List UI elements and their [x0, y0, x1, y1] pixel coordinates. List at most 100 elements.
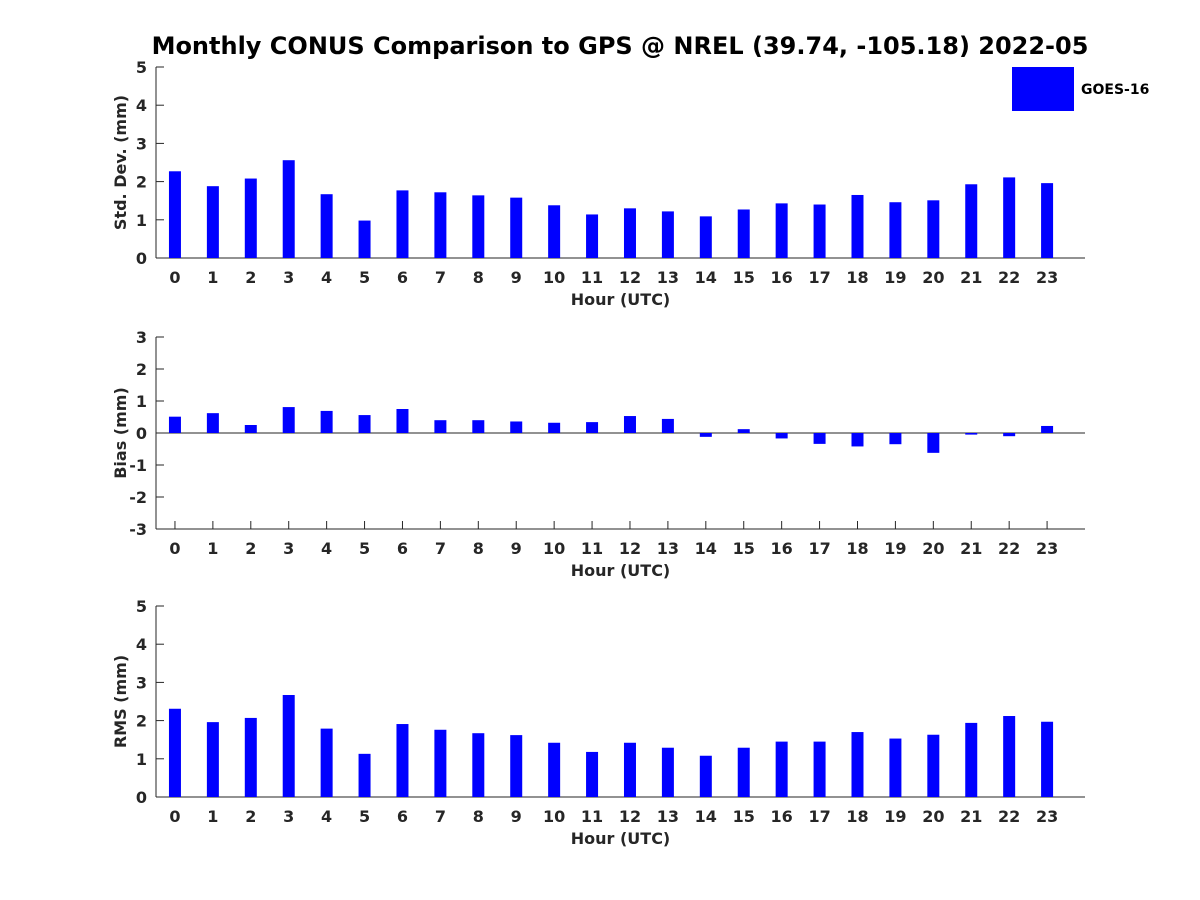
rms-bar	[737, 747, 750, 797]
bias-xtick-label: 4	[321, 539, 332, 558]
bias-bar	[813, 433, 826, 444]
bias-bar	[965, 433, 978, 435]
rms-bar	[206, 722, 219, 797]
stddev-bar	[282, 160, 295, 258]
stddev-ytick-label: 1	[136, 211, 147, 230]
stddev-bar	[358, 220, 371, 258]
bias-bar	[320, 410, 333, 433]
rms-bar	[775, 741, 788, 797]
rms-xtick-label: 9	[511, 807, 522, 826]
bias-xtick-label: 15	[733, 539, 755, 558]
bias-xtick-label: 13	[657, 539, 679, 558]
rms-xtick-label: 17	[808, 807, 830, 826]
stddev-bar	[168, 171, 181, 258]
stddev-xtick-label: 21	[960, 268, 982, 287]
stddev-bar	[965, 184, 978, 258]
rms-bar	[1041, 721, 1054, 797]
stddev-xtick-label: 20	[922, 268, 944, 287]
bias-bar	[548, 422, 561, 433]
bias-ytick-label: 0	[136, 424, 147, 443]
rms-xtick-label: 4	[321, 807, 332, 826]
stddev-xtick-label: 12	[619, 268, 641, 287]
bias-xtick-label: 9	[511, 539, 522, 558]
rms-bar	[510, 735, 523, 797]
bias-ytick-label: 1	[136, 392, 147, 411]
bias-ytick-label: 2	[136, 360, 147, 379]
rms-bar	[586, 751, 599, 797]
rms-xtick-label: 13	[657, 807, 679, 826]
rms-bar	[396, 724, 409, 797]
bias-bar	[851, 433, 864, 447]
rms-ytick-label: 2	[136, 712, 147, 731]
stddev-ytick-label: 3	[136, 134, 147, 153]
bias-bar	[244, 425, 257, 433]
bias-xtick-label: 16	[771, 539, 793, 558]
stddev-bar	[472, 195, 485, 258]
rms-bar	[851, 732, 864, 797]
bias-ytick-label: -2	[129, 488, 147, 507]
rms-bar	[699, 755, 712, 797]
bias-bar	[472, 420, 485, 433]
bias-bar	[206, 413, 219, 433]
rms-bar	[548, 742, 561, 797]
rms-ytick-label: 0	[136, 788, 147, 807]
rms-xtick-label: 7	[435, 807, 446, 826]
rms-bar	[472, 733, 485, 797]
stddev-bar	[510, 197, 523, 258]
stddev-bar	[586, 214, 599, 258]
bias-xtick-label: 1	[207, 539, 218, 558]
bias-y-axis-label: Bias (mm)	[111, 387, 130, 479]
rms-xtick-label: 14	[695, 807, 717, 826]
stddev-xtick-label: 7	[435, 268, 446, 287]
bias-bar	[1003, 433, 1016, 437]
stddev-xtick-label: 19	[884, 268, 906, 287]
bias-x-axis-label: Hour (UTC)	[571, 561, 671, 580]
stddev-bar	[1041, 183, 1054, 258]
bias-xtick-label: 3	[283, 539, 294, 558]
rms-xtick-label: 23	[1036, 807, 1058, 826]
stddev-ytick-label: 5	[136, 58, 147, 77]
rms-bar	[320, 728, 333, 797]
stddev-xtick-label: 3	[283, 268, 294, 287]
bias-bar	[358, 415, 371, 433]
rms-xtick-label: 6	[397, 807, 408, 826]
bias-xtick-label: 5	[359, 539, 370, 558]
rms-xtick-label: 11	[581, 807, 603, 826]
rms-xtick-label: 15	[733, 807, 755, 826]
stddev-bar	[548, 205, 561, 258]
stddev-xtick-label: 13	[657, 268, 679, 287]
rms-bar	[813, 741, 826, 797]
stddev-bar	[396, 190, 409, 258]
bias-bar	[168, 416, 181, 433]
rms-ytick-label: 5	[136, 597, 147, 616]
legend: GOES-16	[1012, 67, 1149, 111]
rms-xtick-label: 5	[359, 807, 370, 826]
bias-bar	[282, 407, 295, 433]
bias-bar	[1041, 425, 1054, 433]
stddev-xtick-label: 9	[511, 268, 522, 287]
rms-bar	[282, 695, 295, 797]
bias-ytick-label: -3	[129, 520, 147, 539]
stddev-bar	[320, 194, 333, 258]
stddev-ytick-label: 0	[136, 249, 147, 268]
rms-y-axis-label: RMS (mm)	[111, 655, 130, 748]
rms-bar	[661, 747, 674, 797]
rms-bar	[244, 717, 257, 797]
stddev-xtick-label: 23	[1036, 268, 1058, 287]
bias-xtick-label: 23	[1036, 539, 1058, 558]
bias-bar	[661, 418, 674, 433]
bias-bar	[434, 420, 447, 433]
rms-bar	[623, 742, 636, 797]
stddev-bar	[206, 186, 219, 258]
bias-bar	[775, 433, 788, 439]
bias-xtick-label: 21	[960, 539, 982, 558]
stddev-xtick-label: 18	[846, 268, 868, 287]
rms-bar	[358, 753, 371, 797]
stddev-bar	[889, 202, 902, 258]
bias-bar	[889, 433, 902, 445]
rms-x-axis-label: Hour (UTC)	[571, 829, 671, 848]
